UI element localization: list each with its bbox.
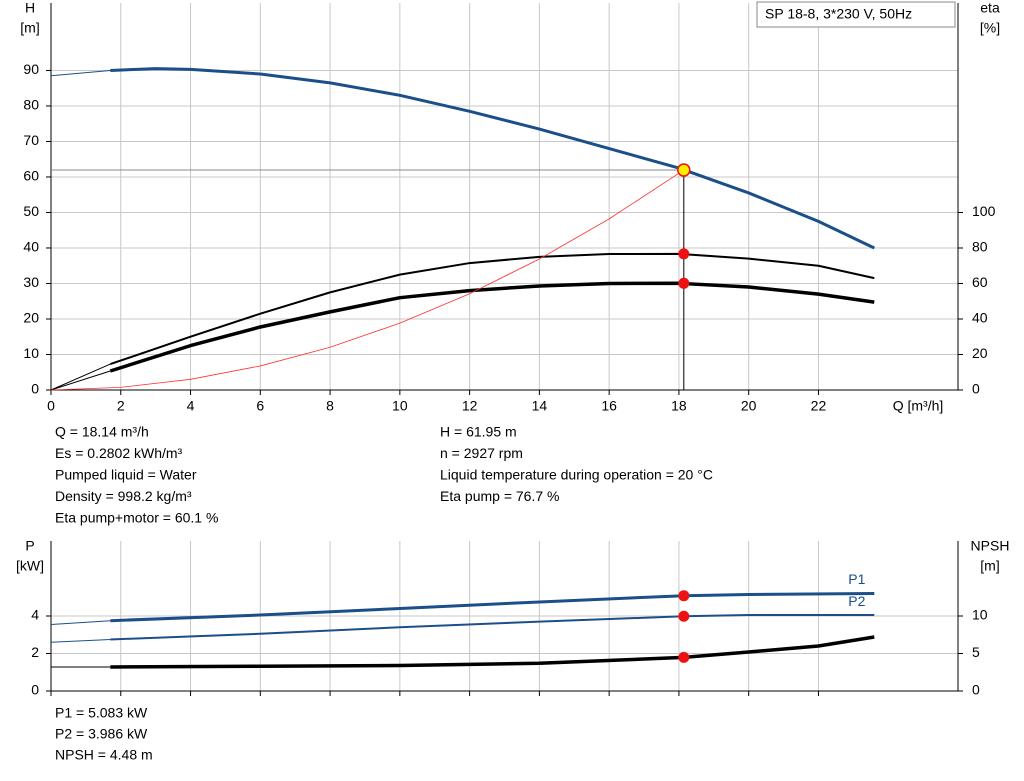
y-tick-label: 80 xyxy=(23,97,39,113)
x-tick-label: 10 xyxy=(392,398,408,414)
y2-tick-label: 10 xyxy=(972,607,988,623)
x-tick-label: 0 xyxy=(47,398,55,414)
y-tick-label: 30 xyxy=(23,274,39,290)
info-text: Q = 18.14 m³/h xyxy=(55,424,149,440)
y-tick-label: 0 xyxy=(31,682,39,698)
y2-axis-label: NPSH xyxy=(971,538,1010,554)
y-tick-label: 50 xyxy=(23,203,39,219)
x-tick-label: 6 xyxy=(256,398,264,414)
info-text: P1 = 5.083 kW xyxy=(55,705,148,721)
y2-tick-label: 40 xyxy=(972,310,988,326)
series-line xyxy=(109,281,875,373)
operating-point xyxy=(678,590,690,602)
series-line xyxy=(50,370,111,391)
title-box xyxy=(756,1,956,28)
info-text: Eta pump = 76.7 % xyxy=(440,488,559,504)
x-tick-label: 22 xyxy=(811,398,827,414)
series-line xyxy=(50,69,111,77)
info-text: H = 61.95 m xyxy=(440,424,517,440)
info-text: Eta pump+motor = 60.1 % xyxy=(55,510,218,526)
y2-axis-unit: [%] xyxy=(980,20,1000,36)
x-tick-label: 20 xyxy=(741,398,757,414)
series-line xyxy=(50,620,111,625)
x-tick-label: 2 xyxy=(117,398,125,414)
y2-tick-label: 0 xyxy=(972,381,980,397)
y2-tick-label: 0 xyxy=(972,682,980,698)
y-tick-label: 90 xyxy=(23,61,39,77)
y-axis-unit: [m] xyxy=(20,20,39,36)
operating-point xyxy=(678,248,690,260)
y-tick-label: 60 xyxy=(23,168,39,184)
y2-axis-label: eta xyxy=(980,0,1000,16)
operating-point xyxy=(677,163,691,177)
series-line xyxy=(110,67,875,250)
y2-axis-unit: [m] xyxy=(980,558,999,574)
x-tick-label: 12 xyxy=(462,398,478,414)
x-tick-label: 16 xyxy=(601,398,617,414)
x-tick-label: 14 xyxy=(532,398,548,414)
y2-tick-label: 20 xyxy=(972,345,988,361)
y-tick-label: 70 xyxy=(23,132,39,148)
info-text: Es = 0.2802 kWh/m³ xyxy=(55,445,183,461)
y2-tick-label: 100 xyxy=(972,203,996,219)
y2-tick-label: 60 xyxy=(972,274,988,290)
series-line xyxy=(50,638,111,643)
x-tick-label: 4 xyxy=(187,398,195,414)
x-tick-label: 18 xyxy=(671,398,687,414)
y-tick-label: 0 xyxy=(31,381,39,397)
info-text: n = 2927 rpm xyxy=(440,445,523,461)
chart-title: SP 18-8, 3*230 V, 50Hz xyxy=(765,6,912,22)
y-axis-unit: [kW] xyxy=(16,558,44,574)
series-line xyxy=(110,614,875,641)
series-line xyxy=(50,169,685,391)
operating-point xyxy=(678,651,690,663)
series-line xyxy=(110,635,875,669)
info-text: NPSH = 4.48 m xyxy=(55,747,153,763)
y2-tick-label: 5 xyxy=(972,644,980,660)
y-tick-label: 4 xyxy=(31,607,39,623)
y-axis-label: P xyxy=(25,538,34,554)
y-axis-label: H xyxy=(25,0,35,16)
operating-point xyxy=(678,277,690,289)
info-text: Liquid temperature during operation = 20… xyxy=(440,467,713,483)
operating-point xyxy=(678,610,690,622)
series-line xyxy=(110,592,875,623)
y-tick-label: 2 xyxy=(31,644,39,660)
info-text: Pumped liquid = Water xyxy=(55,467,197,483)
series-line xyxy=(50,363,111,391)
series-label: P1 xyxy=(848,571,865,587)
y-tick-label: 20 xyxy=(23,310,39,326)
y-tick-label: 10 xyxy=(23,345,39,361)
series-line xyxy=(109,252,875,366)
y-tick-label: 40 xyxy=(23,239,39,255)
series-label: P2 xyxy=(848,593,865,609)
y2-tick-label: 80 xyxy=(972,239,988,255)
x-axis-label: Q [m³/h] xyxy=(893,398,944,414)
info-text: P2 = 3.986 kW xyxy=(55,726,148,742)
info-text: Density = 998.2 kg/m³ xyxy=(55,488,192,504)
x-tick-label: 8 xyxy=(326,398,334,414)
